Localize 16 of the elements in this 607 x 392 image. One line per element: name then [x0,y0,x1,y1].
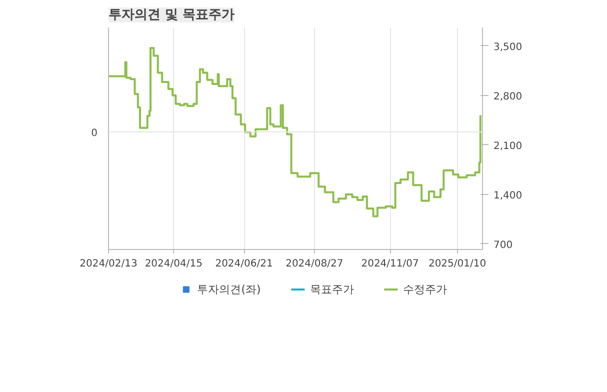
x-tick-label: 2024/06/21 [215,258,273,270]
x-tick-label: 2024/11/07 [361,258,419,270]
y2-tick-label: 700 [494,240,513,251]
x-tick-label: 2024/08/27 [286,258,344,270]
y2-tick-label: 2,100 [494,140,522,152]
text: 0 [91,128,98,139]
x-tick-label: 2024/04/15 [144,258,202,270]
x-tick-label: 2024/02/13 [80,258,138,270]
y2-tick-label: 3,500 [494,42,522,53]
x-tick-label: 2025/01/10 [428,258,486,270]
legend-label: 투자의견(좌) [197,282,261,296]
y2-tick-label: 1,400 [494,190,522,202]
y2-tick-label: 2,800 [494,91,522,102]
chart-title: 투자의견 및 목표주가 [108,8,235,22]
legend-label: 수정주가 [402,282,447,296]
legend-label: 목표주가 [310,282,354,296]
